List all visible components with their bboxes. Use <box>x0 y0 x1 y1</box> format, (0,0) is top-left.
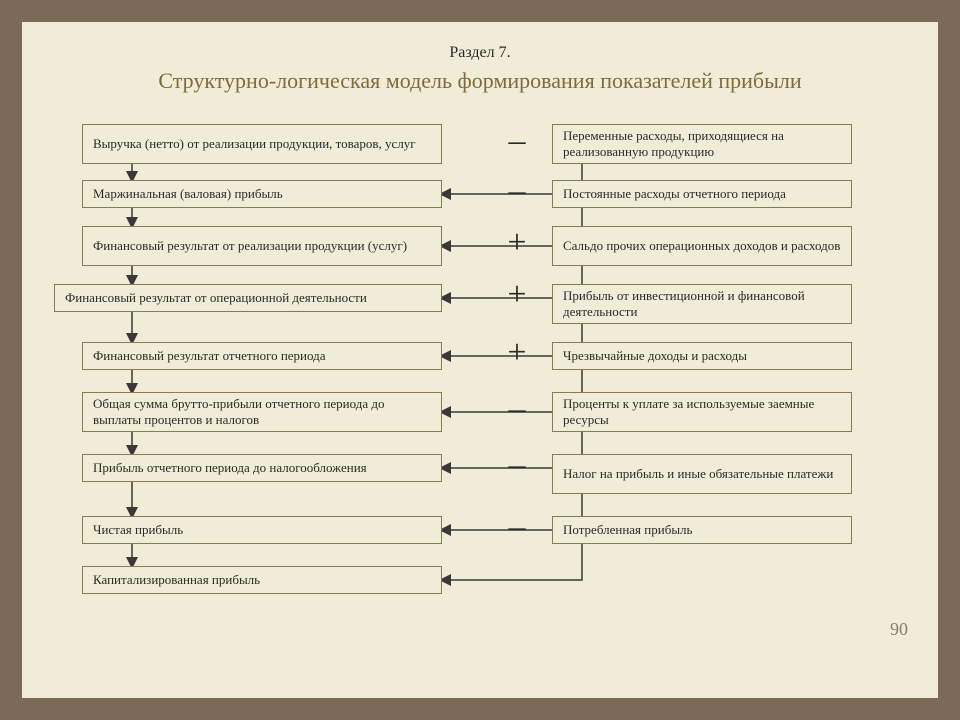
section-label: Раздел 7. <box>52 44 908 62</box>
right-box-6: Налог на прибыль и иные обязательные пла… <box>552 454 852 494</box>
left-box-2: Финансовый результат от реализации проду… <box>82 226 442 266</box>
slide: Раздел 7. Структурно-логическая модель ф… <box>22 22 938 698</box>
right-box-5: Проценты к уплате за используемые заемны… <box>552 392 852 432</box>
right-box-7: Потребленная прибыль <box>552 516 852 544</box>
outer-frame: Раздел 7. Структурно-логическая модель ф… <box>0 0 960 720</box>
left-box-6: Прибыль отчетного периода до налогооблож… <box>82 454 442 482</box>
operator-symbol: + <box>497 276 537 314</box>
operator-symbol: – <box>497 390 537 428</box>
left-box-1: Маржинальная (валовая) прибыль <box>82 180 442 208</box>
header: Раздел 7. Структурно-логическая модель ф… <box>52 44 908 94</box>
left-box-8: Капитализированная прибыль <box>82 566 442 594</box>
left-box-5: Общая сумма брутто-прибыли отчетного пер… <box>82 392 442 432</box>
left-box-4: Финансовый результат отчетного периода <box>82 342 442 370</box>
operator-symbol: + <box>497 224 537 262</box>
operator-symbol: – <box>497 508 537 546</box>
left-box-7: Чистая прибыль <box>82 516 442 544</box>
right-box-0: Переменные расходы, приходящиеся на реал… <box>552 124 852 164</box>
operator-symbol: – <box>497 172 537 210</box>
operator-symbol: + <box>497 334 537 372</box>
flowchart-diagram: Выручка (нетто) от реализации продукции,… <box>52 124 908 664</box>
right-box-2: Сальдо прочих операционных доходов и рас… <box>552 226 852 266</box>
operator-symbol: – <box>497 446 537 484</box>
left-box-3: Финансовый результат от операционной дея… <box>54 284 442 312</box>
right-box-3: Прибыль от инвестиционной и финансовой д… <box>552 284 852 324</box>
left-box-0: Выручка (нетто) от реализации продукции,… <box>82 124 442 164</box>
page-number: 90 <box>890 619 908 640</box>
operator-symbol: – <box>497 122 537 160</box>
right-box-4: Чрезвычайные доходы и расходы <box>552 342 852 370</box>
right-box-1: Постоянные расходы отчетного периода <box>552 180 852 208</box>
page-title: Структурно-логическая модель формировани… <box>52 68 908 94</box>
